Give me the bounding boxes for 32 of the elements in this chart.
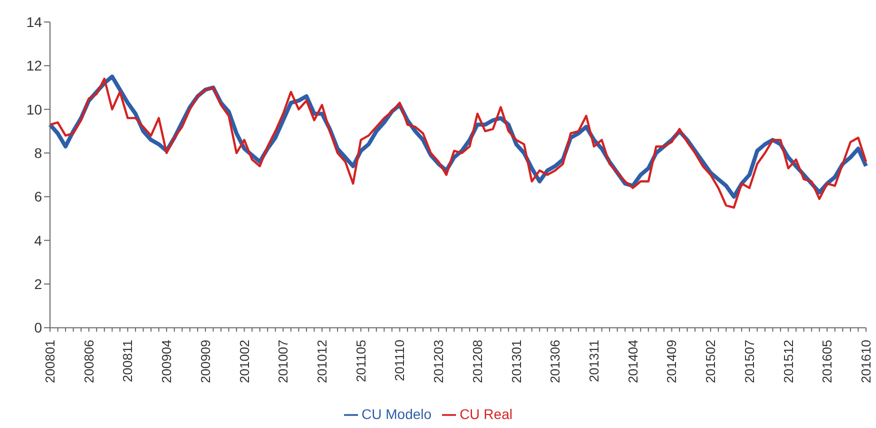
x-tick-label: 201208	[470, 340, 485, 384]
x-tick-label: 200909	[198, 340, 213, 384]
y-tick-label: 2	[34, 276, 42, 292]
y-tick-label: 14	[26, 14, 42, 30]
x-tick-label: 200801	[42, 340, 58, 384]
y-tick-label: 6	[34, 188, 42, 205]
x-tick-label: 201409	[664, 340, 680, 384]
x-tick-label: 201311	[586, 340, 602, 382]
x-tick-label: 201002	[236, 340, 252, 384]
x-tick-label: 201512	[780, 340, 796, 384]
x-tick-label: 201105	[353, 340, 368, 382]
x-tick-label: 200811	[120, 340, 136, 382]
y-tick-label: 0	[34, 320, 42, 336]
x-tick-label: 201610	[858, 340, 874, 384]
x-tick-label: 201203	[431, 340, 446, 384]
x-tick-label: 201502	[703, 340, 718, 384]
x-tick-label: 201110	[392, 340, 408, 382]
x-tick-label: 201301	[508, 340, 524, 384]
x-tick-label: 200904	[159, 340, 174, 384]
x-tick-label: 201306	[548, 340, 563, 384]
x-tick-label: 201605	[820, 340, 835, 384]
x-tick-label: 201007	[276, 340, 291, 384]
x-tick-label: 201012	[314, 340, 330, 384]
y-tick-label: 8	[34, 144, 42, 161]
y-tick-label: 10	[26, 101, 42, 118]
x-tick-label: 201507	[742, 340, 757, 384]
legend-label: CU Modelo	[362, 406, 432, 422]
legend-label: CU Real	[460, 406, 512, 422]
y-tick-label: 4	[34, 232, 42, 248]
x-tick-label: 201404	[625, 340, 640, 384]
x-tick-label: 200806	[81, 340, 96, 384]
y-tick-label: 12	[26, 58, 42, 74]
